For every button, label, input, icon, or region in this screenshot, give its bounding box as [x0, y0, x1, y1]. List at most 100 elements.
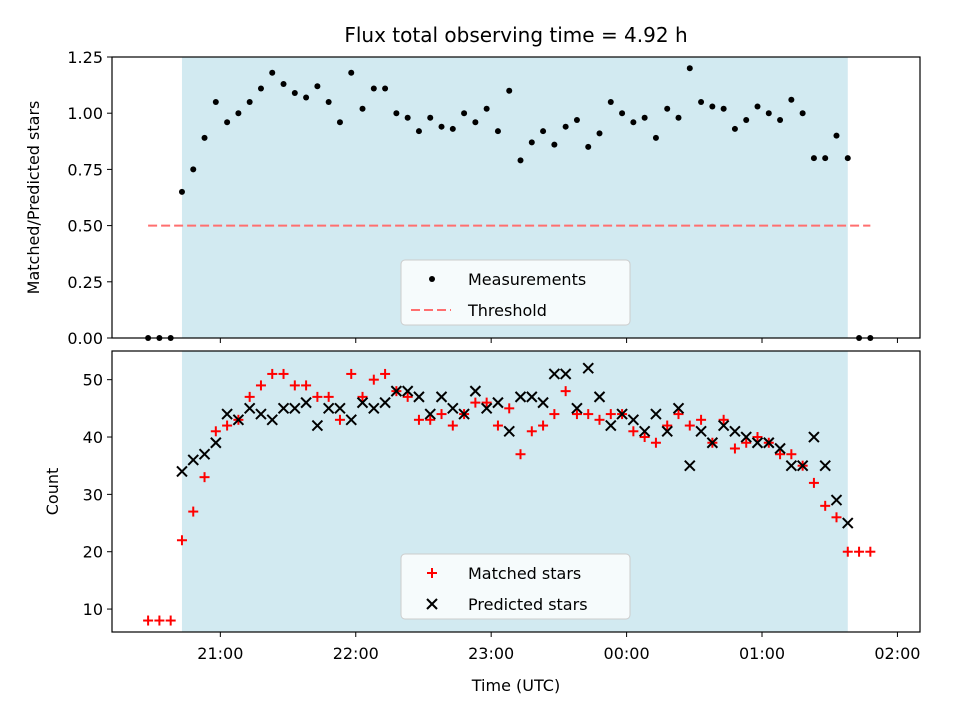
matched-star-point [549, 409, 560, 420]
predicted-star-point [627, 414, 640, 426]
matched-star-point [831, 512, 842, 523]
predicted-star-point [672, 402, 685, 415]
predicted-star-point [480, 402, 493, 415]
x-tick-label: 21:00 [197, 644, 243, 663]
legend: Matched stars Predicted stars [400, 553, 631, 620]
x-tick-label: 23:00 [468, 644, 514, 663]
predicted-star-point [379, 396, 391, 409]
matched-star-point [436, 409, 447, 420]
predicted-star-point [650, 408, 662, 420]
predicted-star-point [571, 402, 583, 415]
predicted-star-point [842, 517, 854, 529]
predicted-star-point [435, 391, 448, 403]
matched-star-point [526, 426, 537, 437]
legend-entry-label: Threshold [467, 301, 547, 320]
predicted-star-point [176, 465, 188, 478]
predicted-star-point [796, 459, 809, 472]
matched-star-point [323, 391, 334, 402]
measurement-point [517, 157, 524, 164]
measurement-point [494, 128, 501, 135]
predicted-star-point [469, 385, 482, 397]
matched-star-point [538, 420, 549, 431]
matched-star-point [143, 615, 154, 626]
measurement-point [190, 166, 197, 173]
measurement-point [686, 65, 693, 72]
measurement-point [269, 69, 276, 76]
matched-star-point [605, 409, 616, 420]
matched-star-point [492, 420, 503, 431]
x-axis-label: Time (UTC) [471, 676, 560, 695]
matched-star-point [267, 368, 278, 379]
measurement-point [325, 98, 332, 105]
plot-frame [111, 350, 921, 633]
x-tick-label: 01:00 [739, 644, 785, 663]
predicted-star-point [537, 396, 549, 409]
matched-star-point [368, 374, 379, 385]
predicted-star-point [661, 425, 673, 437]
predicted-star-point [514, 391, 527, 403]
matched-star-point [865, 546, 876, 557]
legend-entry-label: Predicted stars [468, 595, 588, 614]
y-tick-label: 40 [83, 428, 103, 447]
series-measurements [145, 65, 874, 341]
predicted-star-point [774, 442, 786, 455]
predicted-star-point [819, 459, 831, 472]
measurement-point [224, 119, 231, 126]
measurement-point [370, 85, 377, 92]
y-tick-label: 0.75 [67, 160, 103, 179]
x-tick-label: 22:00 [333, 644, 379, 663]
predicted-star-point [413, 391, 425, 403]
chart-title: Flux total observing time = 4.92 h [344, 23, 687, 47]
measurement-point [777, 116, 784, 123]
measurement-point [235, 110, 242, 117]
predicted-star-point [559, 368, 572, 380]
predicted-star-point [277, 402, 290, 415]
measurement-point [844, 155, 851, 162]
measurement-point [280, 80, 287, 87]
predicted-star-point [605, 419, 617, 432]
measurement-point [833, 132, 840, 139]
y-tick-label: 1.00 [67, 104, 103, 123]
predicted-star-point [345, 414, 357, 426]
measurement-point [291, 89, 298, 96]
matched-star-point [786, 449, 797, 460]
matched-star-point [210, 426, 221, 437]
matched-star-point [718, 414, 729, 425]
predicted-star-point [322, 402, 335, 415]
matched-star-point [301, 380, 312, 391]
y-tick-label: 50 [83, 371, 103, 390]
matched-star-point [413, 414, 424, 425]
legend: Measurements Threshold [400, 259, 631, 326]
measurement-point [810, 155, 817, 162]
predicted-star-point [221, 408, 233, 420]
matched-star-point [673, 409, 684, 420]
predicted-star-point [356, 396, 369, 409]
measurement-point [585, 143, 592, 150]
bottom-panel-counts: 10 20 30 40 50 21:00 22:00 23:00 00:00 01:00 02:00… [43, 350, 921, 663]
matched-star-point [560, 386, 571, 397]
top-panel-ratio: 0.00 0.25 0.50 0.75 1.00 1.25 Matched/Predicte… [24, 48, 921, 348]
legend-box [400, 553, 631, 620]
matched-star-point [808, 477, 819, 488]
matched-star-point [278, 368, 289, 379]
measurement-point [573, 116, 580, 123]
matched-star-point [244, 391, 255, 402]
predicted-star-point [243, 402, 256, 415]
x-tick-label: 02:00 [874, 644, 920, 663]
measurement-point [246, 98, 253, 105]
predicted-star-point [401, 385, 414, 397]
measurement-point [427, 114, 434, 121]
matched-star-point [470, 397, 481, 408]
predicted-star-point [808, 431, 820, 443]
predicted-star-point [638, 425, 651, 437]
legend-entry-label: Measurements [468, 270, 586, 289]
matched-star-point [752, 432, 763, 443]
measurement-point [619, 110, 626, 117]
matched-star-point [222, 420, 233, 431]
matched-star-point [650, 437, 661, 448]
predicted-star-point [198, 448, 211, 460]
legend-marker [426, 598, 438, 610]
matched-star-point [594, 414, 605, 425]
matched-star-point [684, 420, 695, 431]
matched-star-point [199, 472, 210, 483]
